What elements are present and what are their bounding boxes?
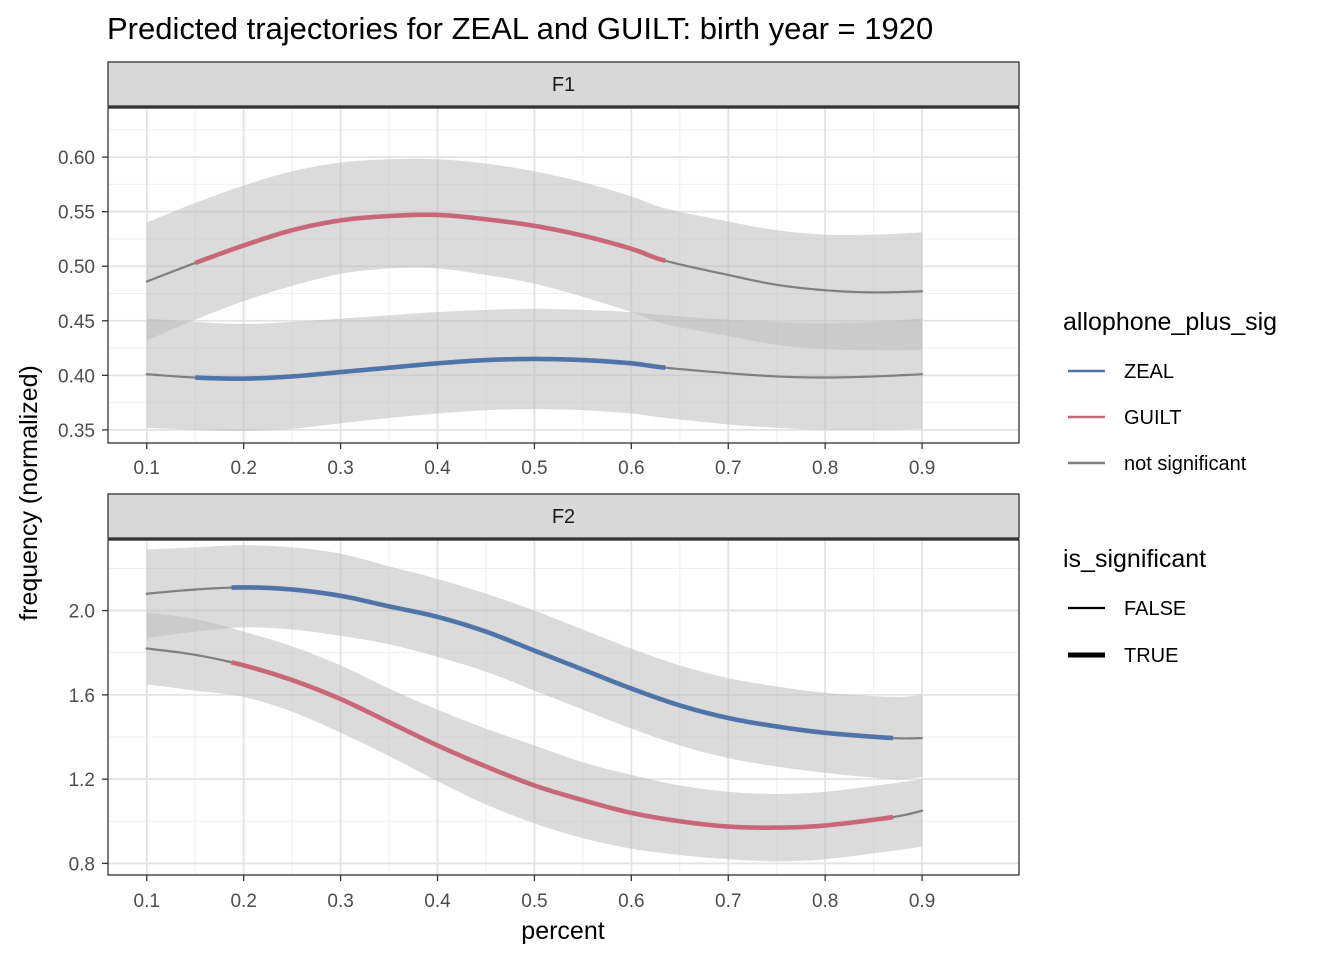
legend-label: not significant: [1124, 453, 1247, 475]
x-tick-label: 0.1: [134, 458, 160, 479]
y-tick-label: 0.45: [58, 312, 95, 333]
x-tick-label: 0.4: [424, 891, 451, 912]
y-axis-title: frequency (normalized): [15, 365, 43, 621]
x-tick-label: 0.8: [812, 458, 838, 479]
x-tick-label: 0.6: [618, 891, 644, 912]
strip-label: F1: [552, 74, 575, 96]
x-tick-label: 0.8: [812, 891, 838, 912]
x-tick-label: 0.5: [521, 891, 547, 912]
y-tick-label: 0.60: [58, 148, 95, 169]
y-tick-label: 1.2: [69, 770, 95, 791]
x-tick-label: 0.7: [715, 891, 741, 912]
y-tick-label: 0.50: [58, 257, 95, 278]
x-tick-label: 0.2: [230, 458, 256, 479]
legend-title: is_significant: [1063, 545, 1206, 573]
x-tick-label: 0.3: [327, 891, 353, 912]
x-tick-label: 0.7: [715, 458, 741, 479]
legend-area: allophone_plus_sig ZEAL GUILT not significa…: [1063, 308, 1277, 667]
x-tick-label: 0.9: [909, 891, 935, 912]
y-tick-label: 2.0: [69, 602, 95, 623]
confidence-ribbon-zeal: [146, 545, 923, 780]
x-tick-label: 0.6: [618, 458, 644, 479]
legend-allophone-plus-sig: allophone_plus_sig ZEAL GUILT not significa…: [1063, 308, 1277, 475]
legend-label: TRUE: [1124, 645, 1178, 667]
x-tick-label: 0.4: [424, 458, 451, 479]
legend-label: ZEAL: [1124, 361, 1174, 383]
y-tick-label: 1.6: [69, 686, 95, 707]
panel-F1: F1 0.1 0.2 0.3 0.4 0.5 0.6 0.7 0.8 0.9 0.35 0.40 0.4…: [58, 61, 1020, 479]
strip-background: [107, 493, 1020, 539]
chart-title: Predicted trajectories for ZEAL and GUIL…: [107, 11, 933, 46]
confidence-ribbon-zeal: [146, 308, 923, 432]
y-tick-label: 0.55: [58, 203, 95, 224]
strip-label: F2: [552, 506, 575, 528]
y-tick-label: 0.35: [58, 421, 95, 442]
legend-title: allophone_plus_sig: [1063, 308, 1277, 336]
strip-background: [107, 61, 1020, 107]
x-tick-label: 0.1: [134, 891, 160, 912]
line-significant-guilt: [194, 212, 666, 266]
line-significant-zeal: [231, 585, 894, 741]
panel-F2: F2 0.1 0.2 0.3 0.4 0.5 0.6 0.7 0.8 0.9 0.8 1.2 1.6 2.…: [69, 493, 1020, 912]
panel-border: [107, 539, 1020, 876]
line-significant-guilt: [231, 660, 894, 830]
line-significant-zeal: [195, 356, 666, 381]
x-tick-label: 0.2: [230, 891, 256, 912]
x-axis-title: percent: [521, 917, 604, 945]
confidence-ribbon-guilt: [146, 158, 923, 351]
confidence-ribbon-guilt: [146, 612, 923, 862]
x-tick-label: 0.3: [327, 458, 353, 479]
y-tick-label: 0.40: [58, 366, 95, 387]
x-tick-label: 0.9: [909, 458, 935, 479]
y-tick-label: 0.8: [69, 854, 95, 875]
panels-group: F1 0.1 0.2 0.3 0.4 0.5 0.6 0.7 0.8 0.9 0.35 0.40 0.4…: [58, 61, 1020, 912]
x-tick-label: 0.5: [521, 458, 547, 479]
panel-border: [107, 107, 1020, 444]
legend-label: GUILT: [1124, 407, 1181, 429]
legend-label: FALSE: [1124, 598, 1186, 620]
legend-is-significant: is_significant FALSE TRUE: [1063, 545, 1206, 667]
